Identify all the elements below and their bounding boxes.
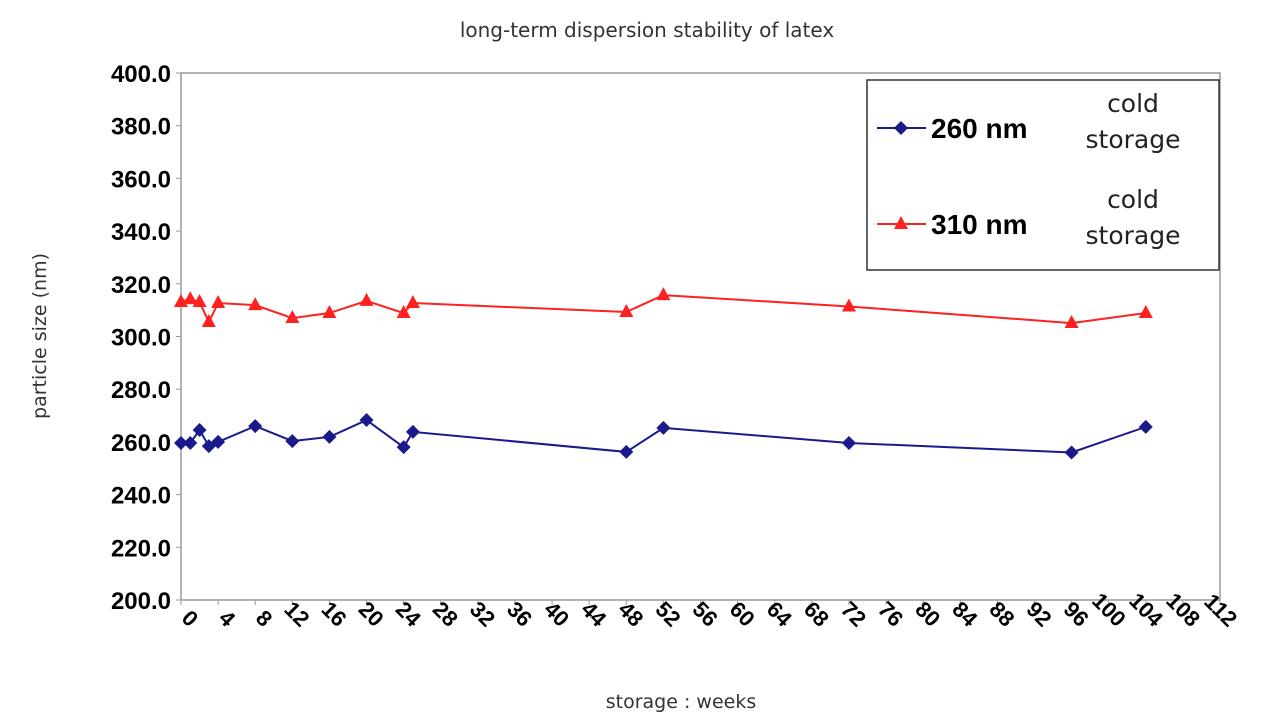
chart-title: long-term dispersion stability of latex: [460, 18, 835, 42]
data-point-triangle: [285, 310, 300, 324]
legend-label: 260 nm: [931, 113, 1028, 144]
legend-note: storage: [1086, 221, 1181, 250]
data-point-triangle: [396, 305, 411, 319]
y-tick-label: 400.0: [111, 61, 171, 88]
series-line: [180, 294, 1146, 325]
x-tick-label: 32: [465, 597, 500, 632]
x-tick-label: 20: [354, 597, 389, 632]
data-point-triangle: [183, 291, 198, 305]
data-point-diamond: [174, 435, 188, 450]
data-point-triangle: [192, 293, 207, 307]
y-tick-label: 280.0: [111, 377, 171, 404]
data-point-diamond: [1138, 419, 1153, 434]
x-axis-label: storage : weeks: [606, 691, 756, 713]
series-line: [181, 418, 1147, 454]
x-tick-label: 16: [317, 597, 352, 632]
y-axis-label: particle size (nm): [29, 253, 51, 419]
data-point-diamond: [1064, 445, 1079, 460]
data-point-diamond: [894, 121, 908, 135]
x-tick-label: 76: [873, 597, 908, 632]
legend-note: cold: [1107, 185, 1159, 214]
data-point-diamond: [322, 429, 337, 444]
x-tick-label: 68: [799, 597, 834, 632]
x-tick-label: 4: [214, 605, 241, 632]
data-point-triangle: [894, 216, 908, 229]
legend-note: storage: [1086, 125, 1181, 154]
x-tick-label: 88: [985, 597, 1020, 632]
data-point-triangle: [1064, 315, 1079, 329]
x-tick-label: 64: [762, 597, 798, 633]
x-tick-label: 92: [1022, 597, 1057, 632]
data-point-diamond: [211, 434, 226, 449]
x-tick-label: 36: [502, 597, 537, 632]
legend-box: [866, 79, 1220, 271]
x-tick-label: 84: [947, 597, 983, 633]
data-point-triangle: [248, 297, 263, 311]
data-point-diamond: [841, 435, 856, 450]
y-tick-label: 260.0: [111, 430, 171, 457]
data-point-diamond: [396, 440, 411, 455]
x-tick-label: 80: [910, 597, 945, 632]
x-tick-label: 60: [725, 597, 760, 632]
x-tick-label: 72: [836, 597, 871, 632]
series-0: [174, 413, 1153, 460]
x-tick-label: 44: [576, 597, 612, 633]
data-point-triangle: [841, 298, 856, 312]
x-tick-label: 12: [279, 597, 314, 632]
data-point-diamond: [359, 413, 374, 428]
y-tick-label: 220.0: [111, 535, 171, 562]
y-tick-label: 380.0: [111, 114, 171, 141]
y-tick-label: 340.0: [111, 219, 171, 246]
data-point-triangle: [619, 303, 634, 317]
y-tick-label: 200.0: [111, 588, 171, 615]
y-tick-label: 360.0: [111, 166, 171, 193]
data-point-triangle: [322, 305, 337, 319]
y-tick-label: 300.0: [111, 325, 171, 352]
x-tick-label: 8: [251, 605, 277, 631]
legend-item-0: 260 nm cold storage: [877, 89, 1180, 154]
data-point-triangle: [201, 314, 216, 328]
data-point-triangle: [359, 292, 374, 306]
x-tick-label: 96: [1059, 597, 1094, 632]
y-tick-label: 320.0: [111, 272, 171, 299]
data-point-triangle: [656, 287, 671, 301]
data-point-diamond: [405, 424, 420, 439]
data-point-diamond: [619, 444, 634, 459]
legend-label: 310 nm: [931, 209, 1028, 240]
data-point-diamond: [248, 419, 263, 434]
x-tick-label: 56: [688, 597, 723, 632]
x-tick-label: 0: [177, 605, 203, 631]
x-tick-label: 52: [651, 597, 686, 632]
data-point-diamond: [285, 434, 300, 449]
x-tick-label: 28: [428, 597, 463, 632]
legend-item-1: 310 nm cold storage: [877, 185, 1180, 250]
data-point-diamond: [656, 420, 671, 435]
data-point-diamond: [192, 423, 207, 438]
x-tick-label: 24: [391, 597, 427, 633]
x-tick-label: 40: [539, 597, 574, 632]
data-point-diamond: [183, 435, 198, 450]
legend: 260 nm cold storage 310 nm cold storage: [866, 79, 1220, 271]
data-point-triangle: [405, 295, 420, 309]
series-1: [174, 287, 1153, 329]
x-tick-label: 48: [613, 597, 648, 632]
y-tick-label: 240.0: [111, 483, 171, 510]
data-point-triangle: [211, 295, 226, 309]
legend-note: cold: [1107, 89, 1159, 118]
data-point-triangle: [1138, 305, 1153, 319]
